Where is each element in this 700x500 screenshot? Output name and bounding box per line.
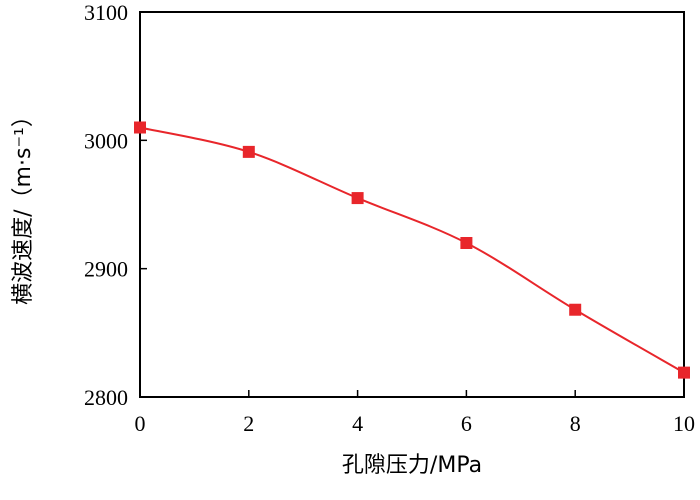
x-tick-label: 6 <box>461 411 472 436</box>
plot-area <box>139 11 685 398</box>
y-axis-ticks: 2800 2900 3000 3100 <box>84 0 147 410</box>
data-point <box>460 237 473 249</box>
data-point <box>569 303 582 316</box>
x-tick-label: 2 <box>243 411 254 436</box>
x-tick-label: 0 <box>135 411 146 436</box>
series-points <box>134 121 690 379</box>
series-line <box>139 126 685 374</box>
x-tick-label: 4 <box>352 411 363 436</box>
x-axis-title: 孔隙压力/MPa <box>342 453 482 478</box>
data-point <box>678 366 690 379</box>
y-axis-title: 横波速度/（m·s⁻¹） <box>11 105 36 305</box>
x-axis-ticks: 0 2 4 6 8 10 <box>135 390 695 436</box>
data-point <box>134 121 146 134</box>
y-tick-label: 2900 <box>84 257 128 282</box>
x-tick-label: 10 <box>673 411 695 436</box>
y-tick-label: 2800 <box>84 385 128 410</box>
y-tick-label: 3000 <box>84 128 128 153</box>
y-tick-label: 3100 <box>84 0 128 25</box>
data-point <box>242 145 255 158</box>
data-point <box>351 192 364 205</box>
x-tick-label: 8 <box>570 411 581 436</box>
